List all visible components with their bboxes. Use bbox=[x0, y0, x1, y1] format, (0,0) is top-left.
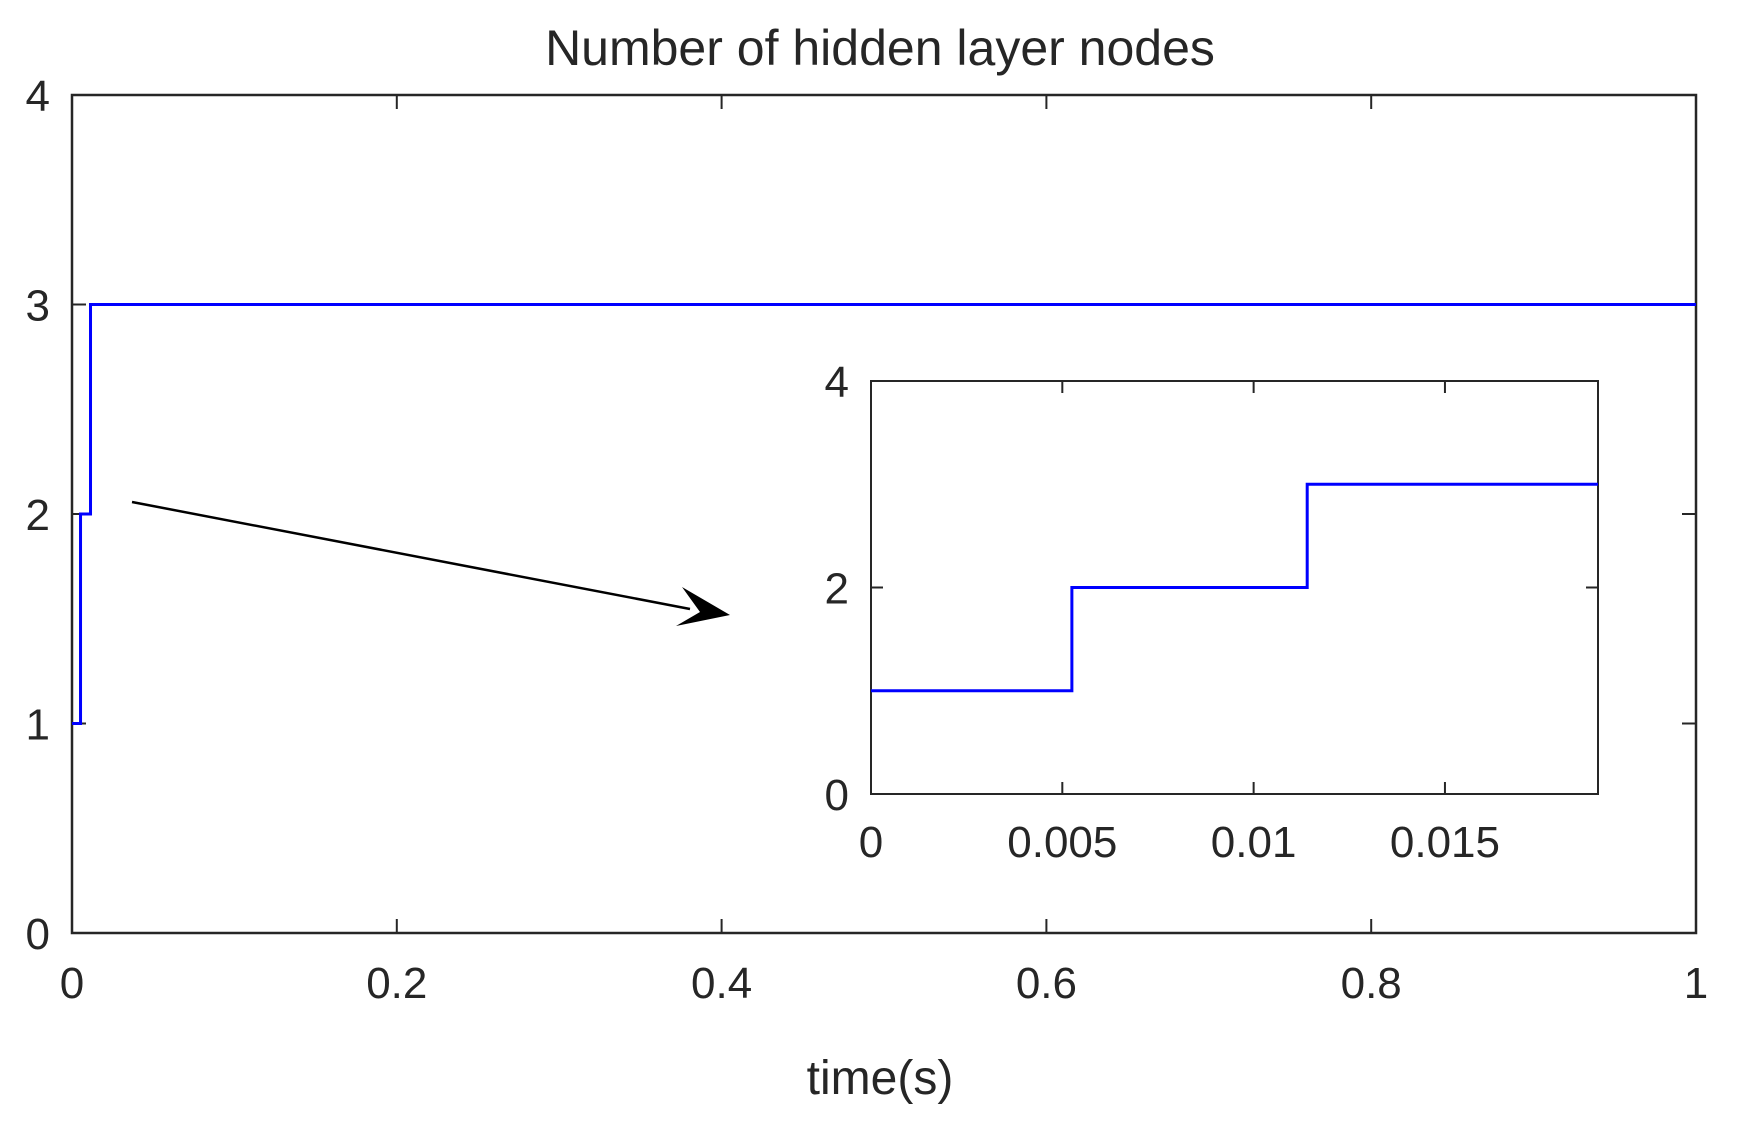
main-plot-y-tick-label: 0 bbox=[26, 910, 50, 959]
inset-plot-x-tick-label: 0.01 bbox=[1211, 818, 1297, 867]
inset-plot-series-line-0 bbox=[871, 482, 1598, 693]
inset-plot-y-tick-label: 2 bbox=[825, 565, 849, 614]
inset-plot-x-tick-label: 0 bbox=[859, 818, 883, 867]
main-plot-y-tick-label: 2 bbox=[26, 491, 50, 540]
inset-plot-x-tick-label: 0.015 bbox=[1390, 818, 1500, 867]
inset-plot-y-tick-label: 0 bbox=[825, 771, 849, 820]
main-plot-x-tick-label: 0.8 bbox=[1341, 959, 1402, 1008]
zoom-arrow-shaft bbox=[131, 500, 691, 611]
main-plot: 0 0.2 0.4 0.6 0.8 1 0 1 2 3 4 bbox=[26, 72, 1709, 1008]
x-axis-label: time(s) bbox=[807, 1052, 954, 1105]
inset-plot-x-tick-label: 0.005 bbox=[1007, 818, 1117, 867]
zoom-arrow bbox=[131, 500, 730, 626]
main-plot-y-tick-label: 4 bbox=[26, 72, 50, 121]
main-plot-x-tick-label: 0.6 bbox=[1016, 959, 1077, 1008]
main-plot-x-tick-label: 0.2 bbox=[366, 959, 427, 1008]
zoom-arrow-head bbox=[676, 587, 730, 626]
main-plot-y-tick-label: 1 bbox=[26, 701, 50, 750]
main-plot-y-tick-label: 3 bbox=[26, 282, 50, 331]
main-plot-x-tick-label: 0 bbox=[60, 959, 84, 1008]
chart-title: Number of hidden layer nodes bbox=[545, 20, 1215, 76]
inset-plot-y-tick-label: 4 bbox=[825, 358, 849, 407]
main-plot-x-tick-label: 1 bbox=[1684, 959, 1708, 1008]
main-plot-x-tick-label: 0.4 bbox=[691, 959, 752, 1008]
inset-plot: 0 0.005 0.01 0.015 0 2 4 bbox=[825, 358, 1599, 867]
main-plot-series-line-0 bbox=[72, 303, 1696, 725]
